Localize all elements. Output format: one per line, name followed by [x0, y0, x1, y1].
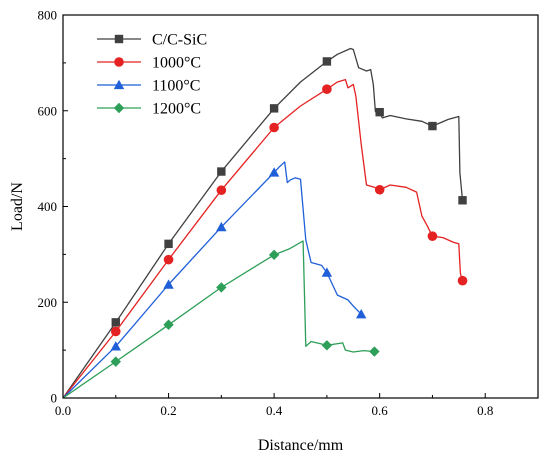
legend-item: C/C-SiC: [97, 32, 207, 49]
legend-label: 1000°C: [152, 55, 201, 72]
data-point: [216, 185, 227, 196]
data-point: [269, 122, 279, 133]
data-point: [268, 249, 280, 261]
y-tick-label: 600: [38, 103, 58, 118]
series-layer: [62, 47, 468, 399]
x-axis-title: Distance/mm: [258, 437, 344, 454]
y-tick-label: 0: [51, 391, 58, 406]
legend-marker: [114, 34, 124, 44]
legend-item: 1000°C: [97, 55, 201, 72]
x-tick-label: 0.2: [160, 403, 176, 418]
data-point: [374, 184, 385, 195]
data-point: [217, 167, 226, 176]
legend-marker: [113, 79, 125, 90]
series-line: [62, 240, 375, 399]
data-point: [428, 121, 437, 131]
data-point: [322, 84, 332, 95]
data-point: [427, 231, 438, 241]
series-line: [62, 47, 464, 399]
y-tick-label: 200: [38, 295, 58, 310]
legend-item: 1200°C: [97, 101, 201, 118]
data-point: [321, 267, 333, 277]
data-point: [321, 340, 333, 351]
axes-layer: 0.0 0.2 0.4 0.6 0.8 0 200 400 600 800: [38, 8, 539, 418]
series-2: [62, 161, 367, 399]
data-point: [110, 326, 121, 337]
data-point: [164, 239, 173, 249]
legend-marker: [114, 57, 124, 67]
legend-label: 1200°C: [152, 101, 201, 118]
series-0: [62, 47, 467, 399]
data-point: [375, 107, 384, 117]
plot-frame: [62, 14, 539, 399]
data-point: [268, 167, 280, 177]
x-tick-label: 0.0: [55, 403, 71, 418]
data-point: [163, 319, 174, 330]
legend-label: C/C-SiC: [152, 32, 207, 49]
data-point: [110, 356, 121, 367]
legend-item: 1100°C: [97, 78, 200, 95]
x-tick-label: 0.8: [477, 403, 493, 418]
series-1: [62, 78, 468, 399]
series-line: [62, 78, 464, 399]
data-point: [457, 275, 468, 286]
data-point: [110, 341, 121, 351]
data-point: [355, 309, 367, 319]
data-point: [269, 104, 279, 113]
y-axis-title: Load/N: [9, 182, 26, 231]
data-point: [458, 196, 467, 205]
x-tick-label: 0.4: [266, 403, 283, 418]
legend: C/C-SiC 1000°C 1100°C 1200°C: [97, 32, 207, 118]
data-point: [111, 318, 120, 327]
data-point: [322, 57, 332, 66]
y-tick-label: 800: [38, 8, 58, 23]
data-point: [163, 254, 174, 265]
x-tick-label: 0.6: [372, 403, 389, 418]
plot-border: [62, 14, 539, 399]
data-point: [216, 221, 227, 232]
legend-label: 1100°C: [152, 78, 200, 95]
data-point: [216, 282, 227, 293]
data-point: [369, 346, 380, 357]
series-line: [62, 161, 362, 399]
y-tick-label: 400: [38, 199, 58, 214]
legend-marker: [113, 102, 125, 114]
series-3: [62, 240, 380, 399]
data-point: [163, 279, 174, 289]
